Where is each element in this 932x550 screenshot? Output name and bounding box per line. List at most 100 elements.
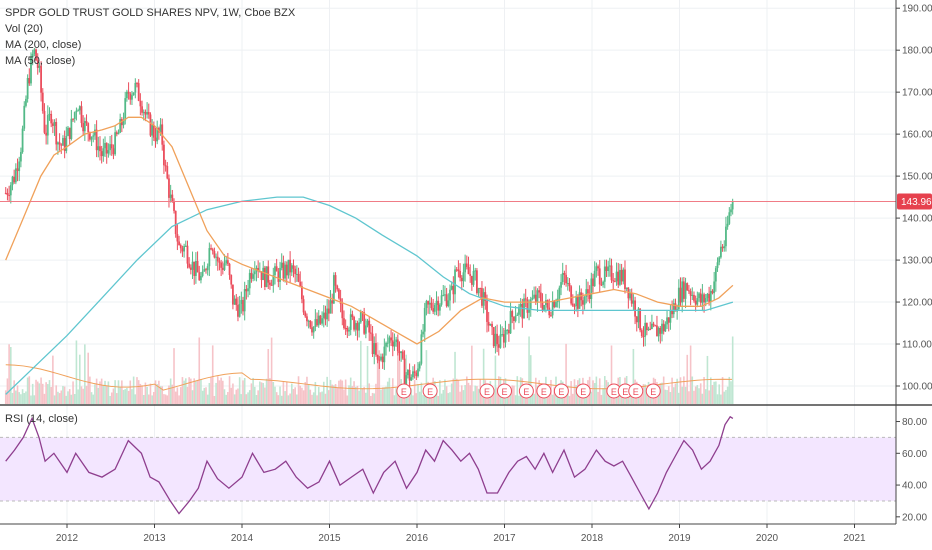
candle-body — [588, 293, 591, 299]
volume-bar — [31, 383, 34, 404]
candle-body — [332, 275, 335, 304]
candle-body — [289, 259, 292, 273]
volume-bar — [684, 386, 687, 404]
volume-bar — [11, 392, 14, 404]
candle-body — [600, 284, 603, 286]
volume-bar — [316, 395, 318, 404]
legend-vol[interactable]: Vol (20) — [5, 23, 43, 35]
volume-bar — [151, 395, 153, 404]
volume-bar — [454, 351, 456, 404]
candle-body — [304, 312, 307, 317]
volume-bar — [390, 388, 392, 404]
volume-bar — [233, 394, 236, 404]
volume-bar — [195, 381, 197, 404]
candle-body — [171, 194, 174, 202]
candle-body — [696, 298, 699, 305]
candle-body — [620, 269, 623, 282]
volume-bar — [164, 394, 167, 404]
candle-body — [610, 265, 613, 281]
volume-bar — [6, 378, 9, 404]
candle-body — [380, 356, 382, 360]
volume-bar — [481, 391, 483, 404]
legend-ma200[interactable]: MA (200, close) — [5, 39, 82, 51]
candle-body — [412, 371, 414, 378]
volume-bar — [255, 394, 258, 404]
candle-body — [598, 268, 601, 285]
volume-bar — [80, 386, 83, 404]
volume-bar — [376, 342, 379, 404]
volume-bar — [275, 392, 278, 404]
candle-body — [698, 293, 700, 299]
volume-bar — [159, 386, 162, 404]
candle-body — [699, 293, 702, 303]
volume-bar — [41, 383, 44, 404]
candle-body — [430, 302, 433, 309]
candle-body — [114, 132, 117, 155]
volume-bar — [592, 380, 594, 404]
candle-body — [536, 290, 539, 303]
candle-body — [597, 266, 599, 269]
candle-body — [477, 287, 480, 294]
volume-bar — [439, 380, 441, 404]
volume-bar — [161, 386, 164, 404]
candle-body — [472, 271, 475, 285]
legend-ma50[interactable]: MA (50, close) — [5, 55, 76, 67]
candle-body — [107, 150, 110, 154]
volume-bar — [496, 387, 498, 404]
volume-bar — [253, 386, 256, 404]
candle-body — [253, 271, 256, 275]
volume-bar — [418, 391, 421, 404]
candle-body — [186, 245, 189, 264]
candle-body — [163, 144, 165, 166]
volume-bar — [70, 394, 73, 404]
candle-body — [112, 148, 115, 155]
volume-bar — [126, 388, 128, 404]
volume-bar — [307, 384, 310, 404]
candle-body — [686, 283, 689, 291]
candle-body — [667, 317, 670, 323]
volume-bar — [237, 388, 239, 404]
volume-bar — [117, 380, 120, 404]
candle-body — [590, 278, 593, 299]
price-tick-label: 110.00 — [902, 340, 932, 351]
candle-body — [90, 136, 93, 140]
candle-body — [363, 312, 366, 334]
volume-bar — [674, 383, 677, 404]
volume-bar — [568, 395, 571, 404]
volume-bar — [89, 376, 91, 404]
rsi-legend[interactable]: RSI (14, close) — [5, 413, 78, 425]
candle-body — [691, 294, 694, 296]
volume-bar — [297, 376, 300, 404]
candle-body — [546, 300, 549, 308]
candle-body — [78, 106, 81, 111]
volume-bar — [230, 387, 233, 404]
candle-body — [237, 305, 239, 317]
candle-body — [196, 260, 199, 273]
volume-bar — [415, 393, 418, 404]
earnings-marker-label: E — [558, 387, 564, 397]
candle-body — [445, 294, 448, 307]
volume-bar — [417, 384, 419, 404]
volume-bar — [681, 386, 683, 404]
volume-bar — [590, 391, 593, 404]
candle-body — [635, 316, 638, 323]
candle-body — [576, 296, 579, 309]
volume-bar — [38, 383, 41, 404]
volume-bar — [163, 394, 165, 404]
candle-body — [144, 111, 147, 115]
candle-body — [173, 201, 175, 211]
volume-bar — [193, 378, 196, 404]
rsi-line — [5, 415, 734, 515]
volume-bar — [683, 376, 685, 404]
candle-body — [341, 303, 344, 319]
volume-bar — [689, 345, 692, 404]
candle-body — [67, 127, 69, 136]
volume-bar — [282, 381, 285, 404]
volume-bar — [322, 381, 325, 404]
candle-body — [260, 271, 263, 281]
volume-bar — [274, 386, 276, 404]
candle-body — [309, 320, 312, 328]
volume-bar — [107, 381, 110, 404]
